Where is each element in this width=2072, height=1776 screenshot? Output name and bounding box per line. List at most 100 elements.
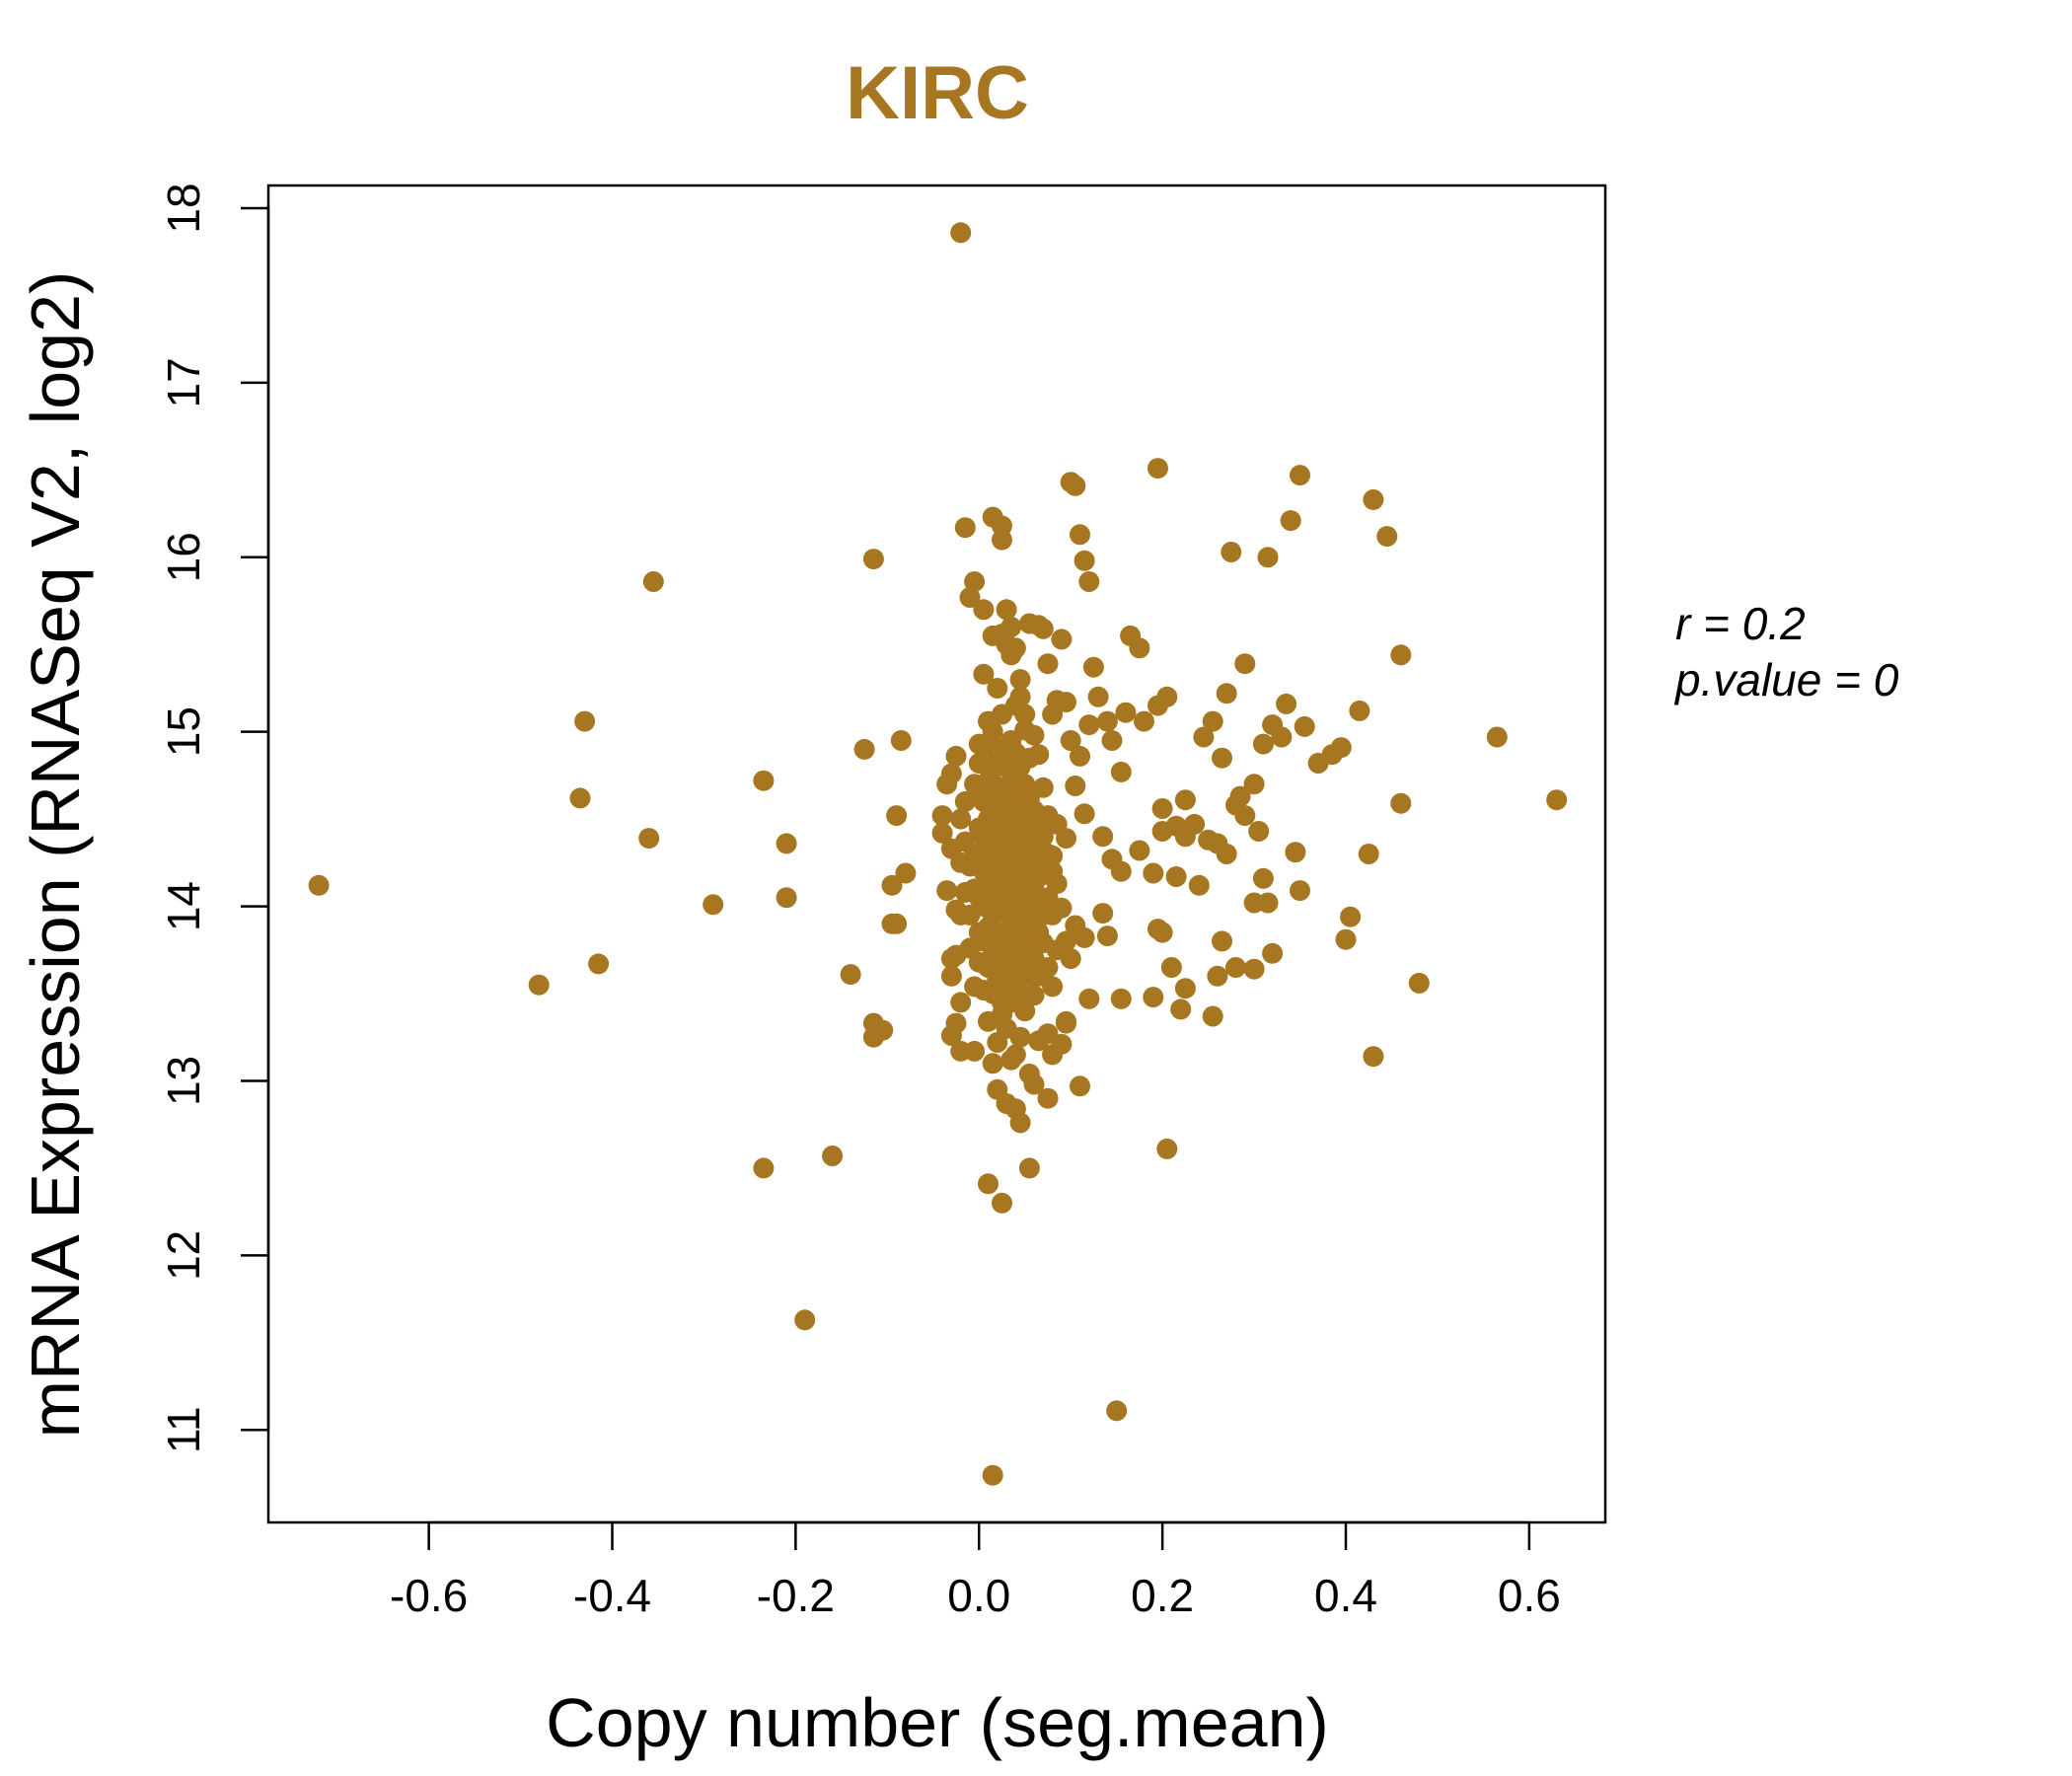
- correlation-r-label: r = 0.2: [1675, 598, 1806, 649]
- data-point: [1032, 826, 1054, 848]
- data-point: [1115, 702, 1137, 723]
- data-point: [1257, 547, 1279, 568]
- data-point: [1207, 965, 1228, 987]
- plot-frame: [266, 184, 1607, 1524]
- data-point: [1340, 906, 1362, 927]
- data-point: [1110, 761, 1132, 782]
- data-point: [1051, 629, 1073, 650]
- data-point: [954, 517, 976, 539]
- data-point: [886, 913, 908, 934]
- data-point: [1408, 972, 1430, 994]
- data-point: [950, 851, 972, 873]
- y-tick-label: 13: [158, 1056, 209, 1106]
- data-point: [936, 880, 958, 902]
- data-point: [1120, 625, 1142, 646]
- data-point: [776, 833, 797, 854]
- data-point: [996, 599, 1017, 621]
- data-point: [954, 790, 976, 812]
- data-point: [1087, 686, 1109, 707]
- data-point: [886, 805, 908, 827]
- data-point: [1078, 571, 1100, 592]
- data-point: [1078, 714, 1100, 736]
- data-point: [1004, 637, 1026, 659]
- data-point: [862, 549, 884, 570]
- data-points: [308, 222, 1568, 1486]
- data-point: [1262, 714, 1284, 736]
- data-point: [931, 822, 953, 844]
- data-point: [1243, 774, 1265, 795]
- data-point: [881, 874, 903, 896]
- data-point: [1174, 978, 1196, 999]
- data-point: [1202, 1005, 1223, 1027]
- y-tick-label: 15: [158, 706, 209, 757]
- y-tick-label: 11: [158, 1406, 209, 1453]
- data-point: [1070, 524, 1090, 546]
- data-point: [1042, 860, 1064, 882]
- data-point: [1280, 510, 1301, 532]
- p-value-label: p.value = 0: [1673, 654, 1899, 705]
- data-point: [1165, 866, 1187, 887]
- data-point: [1073, 550, 1095, 571]
- data-point: [1065, 776, 1086, 796]
- data-point: [1390, 792, 1412, 814]
- data-point: [1000, 617, 1022, 637]
- data-point: [1143, 987, 1164, 1008]
- data-point: [853, 738, 875, 760]
- data-point: [1216, 683, 1237, 704]
- data-point: [1056, 1012, 1076, 1034]
- data-point: [1546, 789, 1568, 811]
- data-point: [1078, 988, 1100, 1009]
- data-point: [982, 1464, 1003, 1486]
- data-point: [1092, 903, 1114, 925]
- data-point: [1216, 844, 1237, 864]
- data-point: [1294, 715, 1315, 737]
- data-point: [1032, 618, 1054, 639]
- x-axis: -0.6 -0.4 -0.2 0.0 0.2 0.4 0.6: [390, 1520, 1561, 1621]
- data-point: [1023, 948, 1045, 970]
- data-point: [987, 678, 1008, 699]
- data-point: [1056, 692, 1076, 713]
- data-point: [776, 887, 797, 909]
- data-point: [1134, 710, 1154, 732]
- data-point: [940, 763, 962, 784]
- x-tick-label: -0.6: [390, 1570, 468, 1621]
- data-point: [1065, 915, 1086, 936]
- y-axis: 11 12 13 14 15 16 17 18: [158, 183, 270, 1453]
- data-point: [959, 587, 981, 608]
- data-point: [1018, 1063, 1040, 1084]
- data-point: [890, 730, 912, 751]
- data-point: [1110, 988, 1132, 1009]
- data-point: [1073, 803, 1095, 825]
- data-point: [569, 787, 591, 809]
- data-point: [1082, 656, 1104, 678]
- data-point: [1188, 874, 1210, 896]
- data-point: [1212, 930, 1232, 952]
- data-point: [1009, 983, 1031, 1004]
- data-point: [1037, 653, 1059, 675]
- data-point: [753, 1157, 775, 1179]
- data-point: [1248, 821, 1270, 842]
- data-point: [528, 974, 550, 996]
- data-point: [1290, 465, 1310, 486]
- data-point: [1037, 887, 1059, 909]
- y-axis-title: mRNA Expression (RNASeq V2, log2): [17, 271, 94, 1439]
- data-point: [964, 774, 986, 795]
- x-tick-label: 0.2: [1131, 1570, 1194, 1621]
- data-point: [308, 874, 330, 896]
- data-point: [987, 1078, 1008, 1100]
- data-point: [959, 904, 981, 925]
- data-point: [1212, 747, 1232, 769]
- data-point: [1147, 458, 1168, 480]
- data-point: [822, 1146, 844, 1166]
- data-point: [1225, 957, 1246, 978]
- data-point: [1028, 922, 1050, 943]
- y-tick-label: 18: [158, 183, 209, 233]
- data-point: [1106, 1400, 1128, 1422]
- data-point: [1143, 862, 1164, 884]
- data-point: [945, 745, 967, 767]
- data-point: [1009, 686, 1031, 707]
- data-point: [1000, 1049, 1022, 1071]
- data-point: [1028, 744, 1050, 766]
- data-point: [992, 703, 1012, 725]
- data-point: [987, 1032, 1008, 1053]
